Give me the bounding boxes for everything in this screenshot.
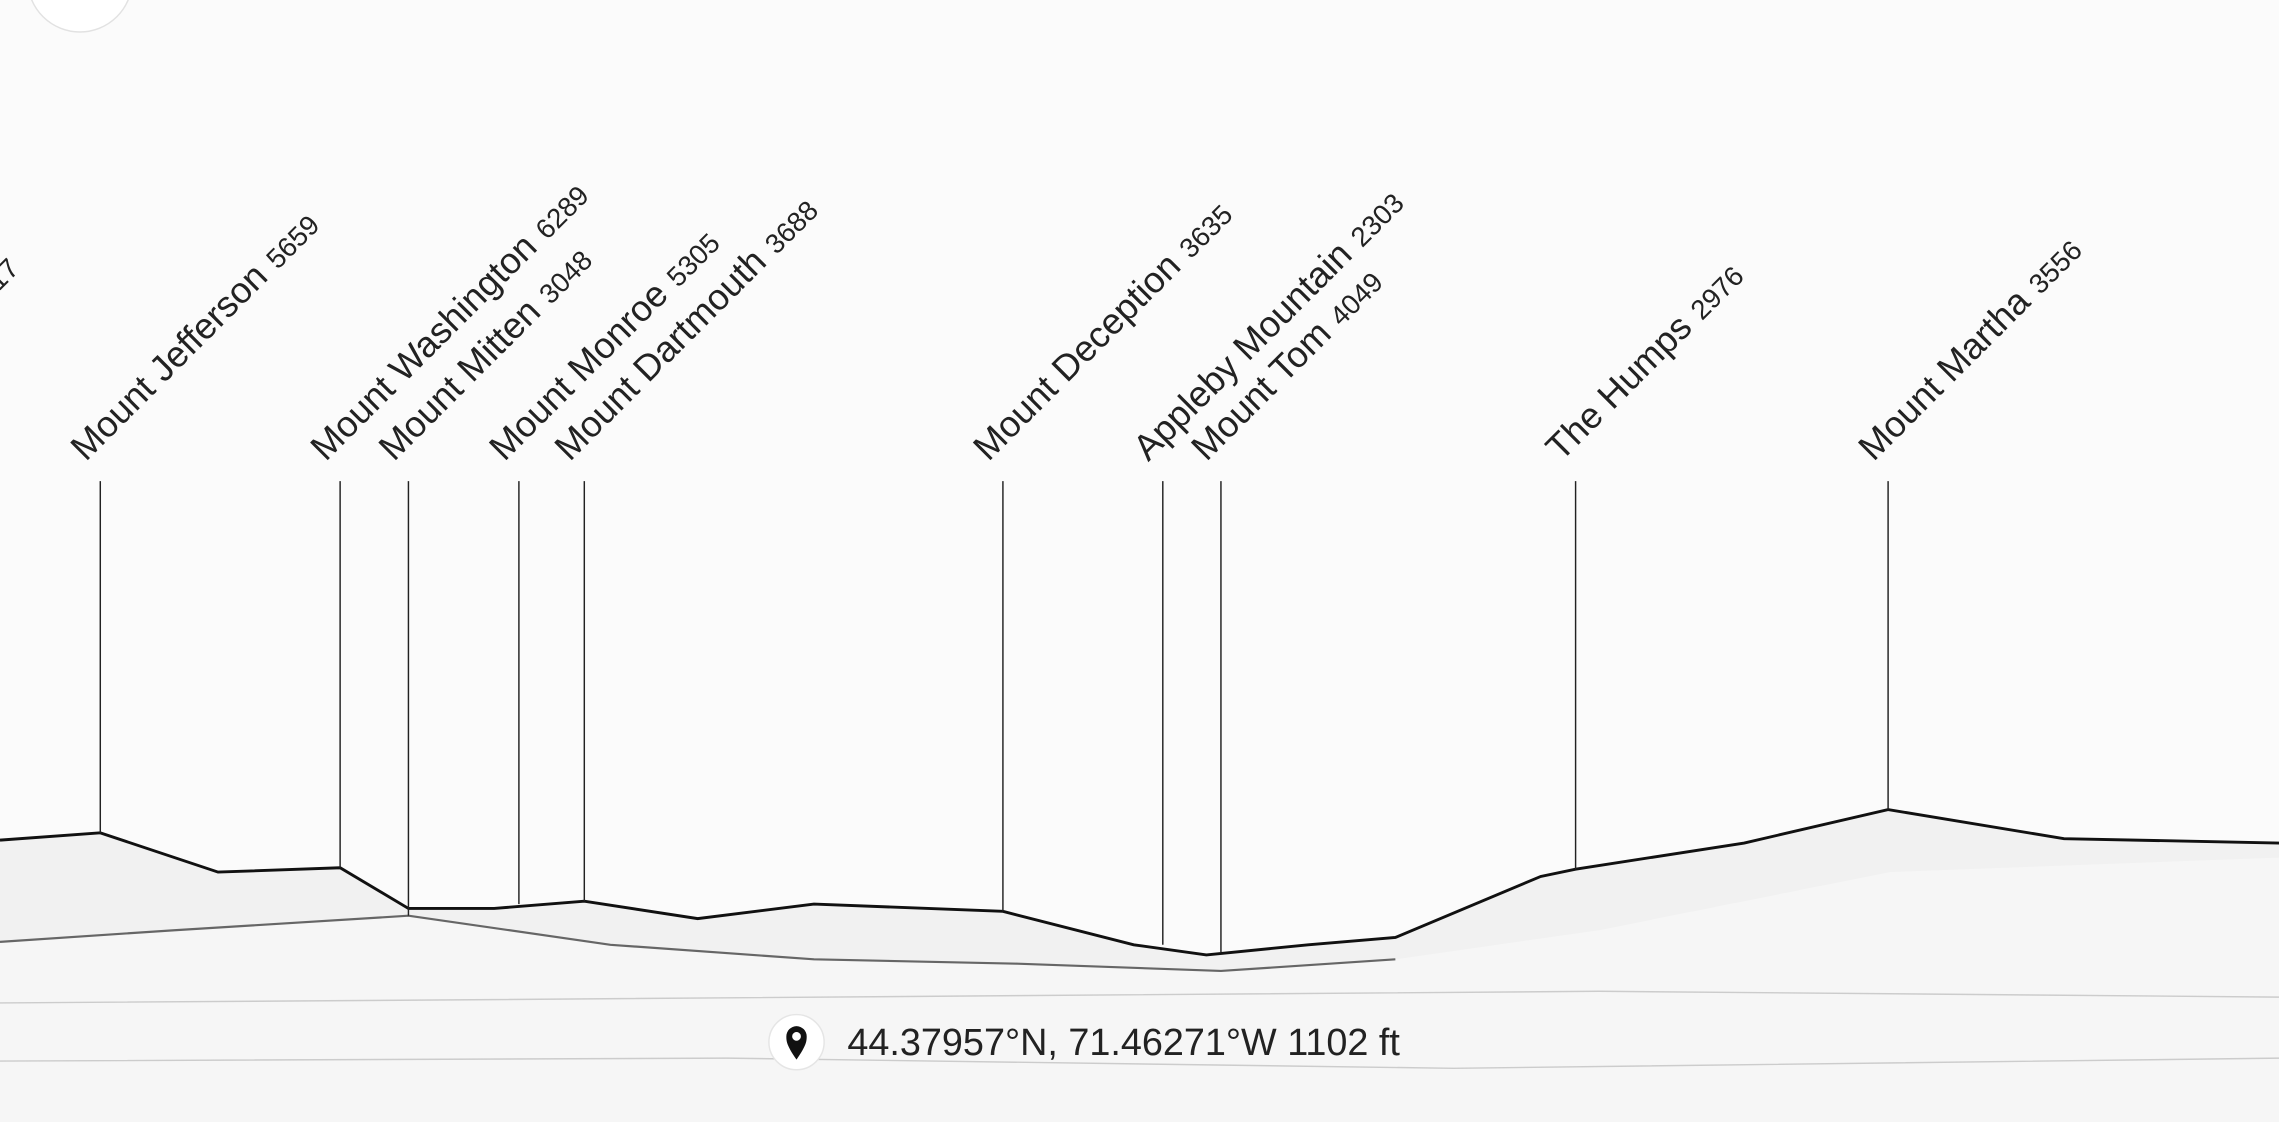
- terrain-near: [0, 857, 2279, 1122]
- peak-elevation: 5217: [0, 252, 25, 317]
- peak-elevation: 2976: [1684, 260, 1749, 325]
- peak-name: The Humps: [1538, 306, 1700, 468]
- skyline: [0, 808, 2279, 957]
- peak-elevation: 5659: [260, 209, 325, 274]
- peak-elevation: 3556: [2023, 234, 2088, 299]
- peak-label: Mount Dartmouth3688: [546, 189, 825, 468]
- peak-name: Mount Martha: [1850, 280, 2038, 468]
- terrain-contour: [0, 990, 2279, 1070]
- menu-button[interactable]: [28, 0, 133, 33]
- peak-name: Mount Jefferson: [62, 255, 275, 468]
- location-bar: 44.37957°N, 71.46271°W 1102 ft: [768, 1013, 1400, 1071]
- peak-elevation: 3688: [759, 194, 824, 259]
- pin: [786, 1026, 807, 1060]
- location-text: 44.37957°N, 71.46271°W 1102 ft: [847, 1022, 1400, 1064]
- peak-elevation: 2303: [1344, 187, 1409, 252]
- peak-elevation: 3635: [1173, 199, 1238, 264]
- peak-label: Appleby Mountain2303: [1125, 182, 1411, 468]
- peak-label: Mount Jefferson5659: [62, 203, 326, 467]
- peak-label: The Humps2976: [1538, 254, 1751, 467]
- ridge-near: [0, 914, 1396, 973]
- peak-label: ve5217: [0, 247, 26, 355]
- peak-label: Mount Martha3556: [1850, 229, 2089, 468]
- peak-elevation: 6289: [529, 180, 594, 245]
